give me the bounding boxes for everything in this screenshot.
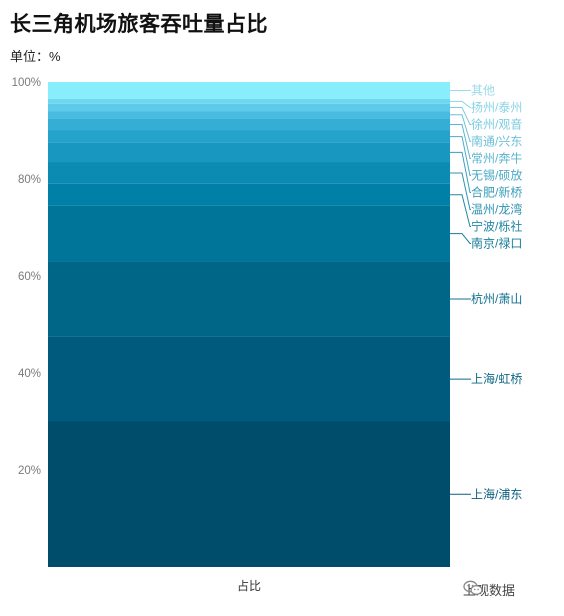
series-label: 宁波/栎社 [471,218,522,233]
bar-segment [48,103,450,112]
series-label: 无锡/硕放 [471,167,522,182]
label-leader-lines [450,89,471,495]
leader-line [450,100,471,108]
leader-line [450,233,471,244]
leader-line [450,172,471,210]
chart-title: 长三角机场旅客吞吐量占比 [10,13,268,36]
bar-segment [48,205,450,262]
y-tick-label: 100% [12,77,41,89]
y-tick-label: 20% [18,465,41,477]
series-label: 南京/禄口 [471,235,522,250]
leader-line [450,151,471,193]
leader-line [450,194,471,227]
leader-line [450,106,471,125]
x-category-label: 占比 [237,578,261,593]
bar-segment [48,336,450,422]
series-label: 扬州/泰州 [471,99,522,114]
y-tick-label: 40% [18,368,41,380]
series-labels: 上海/浦东 上海/虹桥 杭州/萧山 南京/禄口 宁波/栎社 温州/龙湾 合肥/新桥 无锡/硕放… [471,83,522,501]
bar-segments [48,82,450,567]
bar-segment [48,111,450,119]
bar-segment [48,118,450,131]
bar-segment [48,82,450,99]
bar-segment [48,130,450,143]
series-label: 徐州/观音 [471,116,522,131]
bar-segment [48,142,450,163]
series-label: 其他 [471,83,495,97]
bar-segment [48,98,450,104]
series-label: 常州/奔牛 [471,150,522,165]
watermark: 上观数据 [463,580,515,599]
series-label: 杭州/萧山 [471,291,522,306]
bar-segment [48,261,450,337]
y-tick-label: 80% [18,174,41,186]
bar-segment [48,162,450,184]
chat-bubbles-icon [463,580,483,595]
series-label: 上海/浦东 [471,486,522,501]
y-axis: 20% 40% 60% 80% 100% [12,77,41,477]
unit-label: 单位：% [10,49,61,64]
bar-segment [48,183,450,206]
series-label: 合肥/新桥 [471,184,522,199]
series-label: 温州/龙湾 [471,201,522,216]
leader-line [450,114,471,142]
series-label: 南通/兴东 [471,133,522,148]
leader-line [450,123,471,159]
leader-line [450,136,471,176]
bar-segment [48,421,450,567]
y-tick-label: 60% [18,271,41,283]
series-label: 上海/虹桥 [471,371,522,386]
